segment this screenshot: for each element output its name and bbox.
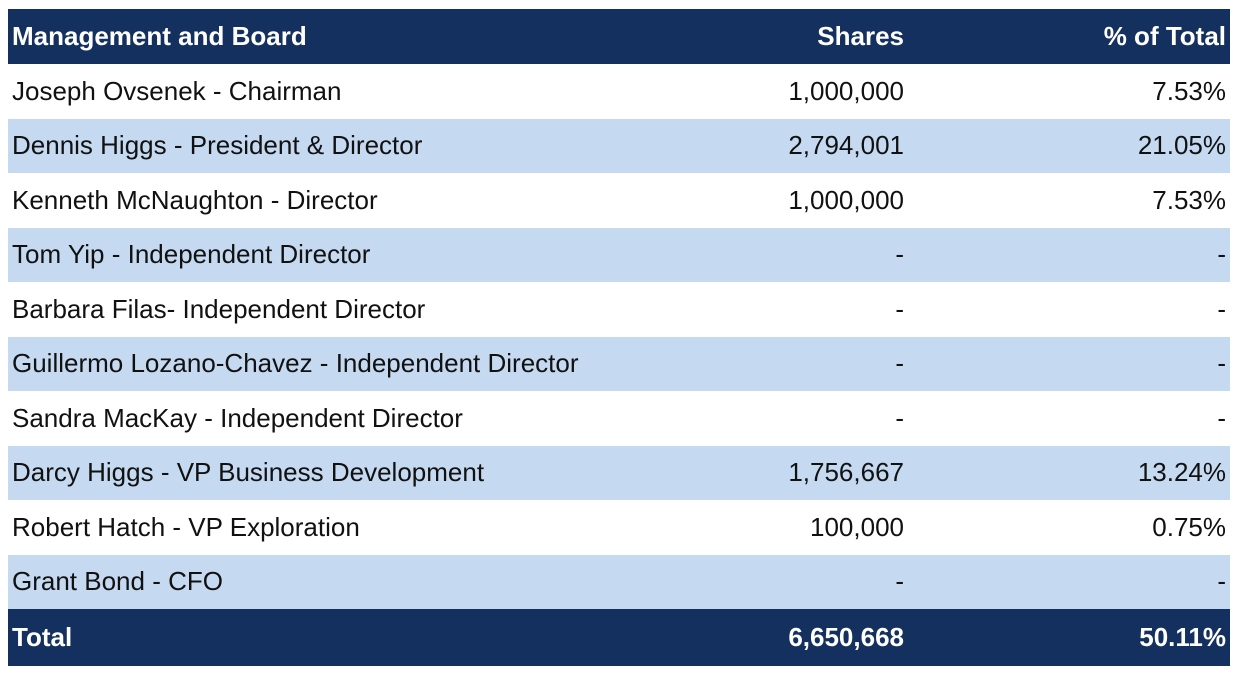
row-shares-cell: 100,000 — [810, 511, 904, 542]
row-pct-cell: - — [1217, 402, 1226, 433]
total-name-cell: Total — [12, 622, 73, 652]
header-name-cell: Management and Board — [12, 21, 307, 51]
row-name-cell: Robert Hatch - VP Exploration — [12, 511, 360, 542]
row-pct-cell: - — [1217, 566, 1226, 597]
row-pct-cell: - — [1217, 293, 1226, 324]
table-row: Joseph Ovsenek - Chairman 1,000,000 7.53… — [8, 64, 1230, 119]
total-pct-cell: 50.11% — [1139, 622, 1226, 652]
row-pct-cell: - — [1217, 348, 1226, 379]
table-row: Tom Yip - Independent Director - - — [8, 227, 1230, 282]
table-row: Dennis Higgs - President & Director 2,79… — [8, 118, 1230, 173]
table-row: Robert Hatch - VP Exploration 100,000 0.… — [8, 500, 1230, 555]
row-shares-cell: 2,794,001 — [788, 130, 904, 161]
row-shares-cell: 1,000,000 — [788, 184, 904, 215]
table-row: Guillermo Lozano-Chavez - Independent Di… — [8, 336, 1230, 391]
table-total-row: Total 6,650,668 50.11% — [8, 609, 1230, 666]
table-row: Grant Bond - CFO - - — [8, 554, 1230, 609]
row-pct-cell: 21.05% — [1137, 130, 1226, 161]
row-pct-cell: 13.24% — [1137, 457, 1226, 488]
row-name-cell: Darcy Higgs - VP Business Development — [12, 457, 485, 488]
row-shares-cell: - — [895, 566, 904, 597]
row-name-cell: Tom Yip - Independent Director — [12, 239, 371, 270]
table-header-row: Management and Board Shares % of Total — [8, 9, 1230, 64]
row-pct-cell: - — [1217, 239, 1226, 270]
row-shares-cell: - — [895, 239, 904, 270]
row-shares-cell: 1,756,667 — [788, 457, 904, 488]
row-name-cell: Joseph Ovsenek - Chairman — [12, 75, 342, 106]
shareholding-table: Management and Board Shares % of Total J… — [8, 9, 1230, 666]
row-name-cell: Dennis Higgs - President & Director — [12, 130, 423, 161]
row-shares-cell: - — [895, 348, 904, 379]
row-pct-cell: 0.75% — [1152, 511, 1226, 542]
row-name-cell: Barbara Filas- Independent Director — [12, 293, 426, 324]
table-row: Barbara Filas- Independent Director - - — [8, 282, 1230, 337]
row-pct-cell: 7.53% — [1152, 184, 1226, 215]
total-shares-cell: 6,650,668 — [788, 622, 904, 652]
row-shares-cell: 1,000,000 — [788, 75, 904, 106]
header-shares-cell: Shares — [817, 21, 904, 51]
table-row: Kenneth McNaughton - Director 1,000,000 … — [8, 173, 1230, 228]
row-name-cell: Guillermo Lozano-Chavez - Independent Di… — [12, 348, 579, 379]
row-name-cell: Kenneth McNaughton - Director — [12, 184, 378, 215]
table-row: Darcy Higgs - VP Business Development 1,… — [8, 445, 1230, 500]
header-pct-cell: % of Total — [1103, 21, 1226, 51]
row-shares-cell: - — [895, 402, 904, 433]
row-pct-cell: 7.53% — [1152, 75, 1226, 106]
row-name-cell: Sandra MacKay - Independent Director — [12, 402, 463, 433]
row-name-cell: Grant Bond - CFO — [12, 566, 223, 597]
row-shares-cell: - — [895, 293, 904, 324]
table-row: Sandra MacKay - Independent Director - - — [8, 391, 1230, 446]
